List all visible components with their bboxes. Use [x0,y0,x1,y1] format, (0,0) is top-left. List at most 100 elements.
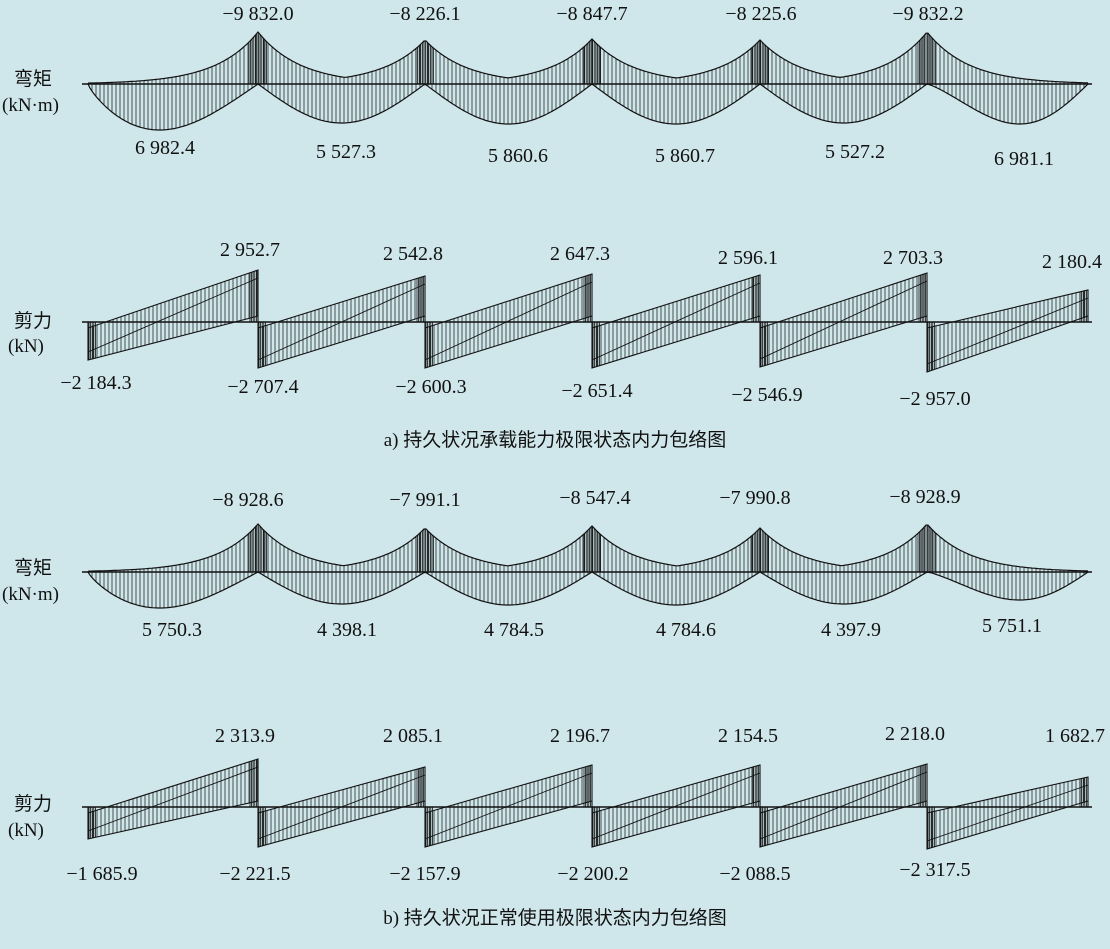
shear-neg-a-1: −2 184.3 [60,372,131,394]
shear-pos-b-5: 2 218.0 [885,723,945,745]
mid-shear-line [591,772,761,840]
shear-pos-a-2: 2 542.8 [383,243,443,265]
shear-neg-b-6: −2 317.5 [899,859,970,881]
shear-neg-b-3: −2 157.9 [389,863,460,885]
lower-envelope-line [424,800,593,848]
support-moment-b-1: −8 928.6 [212,489,283,511]
shear-unit-a: (kN) [8,336,44,357]
caption-a: a) 持久状况承载能力极限状态内力包络图 [384,429,727,451]
lower-envelope-line [87,800,259,840]
moment-unit-b: (kN·m) [2,584,59,605]
mid-shear-line [926,297,1089,365]
shear-pos-b-3: 2 196.7 [550,725,610,747]
shear-neg-a-2: −2 707.4 [227,376,298,398]
support-moment-a-4: −8 225.6 [725,3,796,25]
span-moment-b-5: 4 397.9 [821,619,881,641]
lower-envelope-line [926,315,1089,373]
shear-neg-b-2: −2 221.5 [219,863,290,885]
support-moment-a-1: −9 832.0 [222,3,293,25]
support-moment-b-5: −8 928.9 [889,486,960,508]
upper-envelope-line [424,273,593,329]
support-moment-b-2: −7 991.1 [389,489,460,511]
hogging-envelope-curve [87,523,1089,572]
mid-shear-line [87,277,259,353]
lower-envelope-line [257,800,426,848]
lower-envelope-line [759,800,928,848]
upper-envelope-line [926,776,1089,814]
shear-neg-b-1: −1 685.9 [66,863,137,885]
support-moment-b-3: −8 547.4 [559,487,630,509]
sagging-envelope-curve [87,571,1089,609]
moment-label-b: 弯矩 [14,557,52,579]
span-moment-a-6: 6 981.1 [994,148,1054,170]
support-moment-b-4: −7 990.8 [719,487,790,509]
support-moment-a-3: −8 847.7 [556,3,627,25]
lower-envelope-line [591,315,761,369]
upper-envelope-line [591,274,761,329]
span-moment-a-2: 5 527.3 [316,141,376,163]
upper-envelope-line [591,764,761,814]
lower-envelope-line [759,315,928,368]
lower-envelope-line [87,315,259,361]
shear-neg-a-5: −2 546.9 [731,384,802,406]
sagging-envelope-curve [87,83,1089,131]
span-moment-b-1: 5 750.3 [142,619,202,641]
upper-envelope-line [87,758,259,814]
shear-neg-b-5: −2 088.5 [719,863,790,885]
shear-neg-a-3: −2 600.3 [395,376,466,398]
caption-b: b) 持久状况正常使用极限状态内力包络图 [383,907,727,929]
shear-neg-a-6: −2 957.0 [899,388,970,410]
moment-unit-a: (kN·m) [2,95,59,116]
shear-pos-a-1: 2 952.7 [220,239,280,261]
panel-a-shear: 剪力 (kN) 2 952.7 2 542.8 2 647.3 2 596.1 … [8,239,1102,410]
shear-neg-b-4: −2 200.2 [557,863,628,885]
hogging-envelope-curve [87,31,1089,84]
shear-pos-a-6: 2 180.4 [1042,251,1102,273]
lower-envelope-line [424,315,593,369]
lower-envelope-line [926,800,1089,850]
span-moment-a-5: 5 527.2 [825,141,885,163]
shear-unit-b: (kN) [8,820,44,841]
mid-shear-line [424,772,593,840]
shear-label-a: 剪力 [14,310,52,332]
upper-envelope-line [759,763,928,814]
shear-pos-a-4: 2 596.1 [718,247,778,269]
shear-pos-b-6: 1 682.7 [1045,725,1105,747]
shear-pos-b-2: 2 085.1 [383,725,443,747]
span-moment-a-3: 5 860.6 [488,145,548,167]
upper-envelope-line [759,272,928,329]
span-moment-b-2: 4 398.1 [317,619,377,641]
shear-label-b: 剪力 [14,793,52,815]
mid-shear-line [424,281,593,361]
shear-pos-b-1: 2 313.9 [215,725,275,747]
upper-envelope-line [424,764,593,814]
shear-pos-a-5: 2 703.3 [883,247,943,269]
panel-a-moment: 弯矩 (kN·m) −9 832.0 −8 226.1 −8 847.7 −8 … [2,3,1092,170]
span-moment-b-3: 4 784.5 [484,619,544,641]
support-moment-a-5: −9 832.2 [892,3,963,25]
shear-pos-a-3: 2 647.3 [550,243,610,265]
span-moment-a-1: 6 982.4 [135,137,195,159]
mid-shear-line [87,766,259,832]
shear-envelope-a [82,269,1092,373]
upper-envelope-line [257,766,426,814]
panel-b-shear: 剪力 (kN) 2 313.9 2 085.1 2 196.7 2 154.5 … [8,723,1105,885]
span-moment-b-4: 4 784.6 [656,619,716,641]
mid-shear-line [759,771,928,840]
moment-envelope-b [82,523,1092,609]
span-moment-b-6: 5 751.1 [982,615,1042,637]
mid-shear-line [759,280,928,360]
panel-b-moment: 弯矩 (kN·m) −8 928.6 −7 991.1 −8 547.4 −7 … [2,486,1092,641]
support-moment-a-2: −8 226.1 [389,3,460,25]
moment-envelope-a [82,31,1092,131]
shear-pos-b-4: 2 154.5 [718,725,778,747]
shear-envelope-b [82,758,1092,850]
upper-envelope-line [926,289,1089,329]
span-moment-a-4: 5 860.7 [655,145,715,167]
lower-envelope-line [257,315,426,369]
mid-shear-line [926,784,1089,842]
lower-envelope-line [591,800,761,848]
upper-envelope-line [87,269,259,329]
moment-label-a: 弯矩 [14,68,52,90]
